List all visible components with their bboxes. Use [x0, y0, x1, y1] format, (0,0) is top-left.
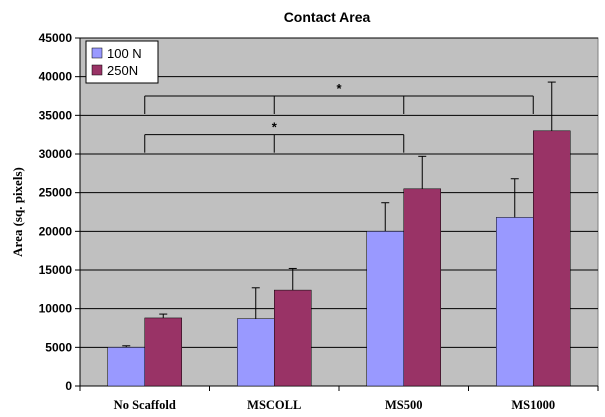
y-tick-label-2: 10000 — [39, 302, 73, 316]
y-tick-label-6: 30000 — [39, 147, 73, 161]
x-tick-label-0: No Scaffold — [114, 398, 176, 412]
y-tick-label-5: 25000 — [39, 186, 73, 200]
x-tick-label-2: MS500 — [385, 398, 423, 412]
y-tick-label-9: 45000 — [39, 31, 73, 45]
bar-1-3 — [533, 130, 571, 387]
x-tick-label-1: MSCOLL — [247, 398, 301, 412]
y-tick-label-3: 15000 — [39, 263, 73, 277]
legend-swatch-1 — [91, 64, 103, 76]
y-tick-label-0: 0 — [65, 379, 72, 393]
legend-label-1: 250N — [107, 63, 138, 78]
bar-0-1 — [237, 318, 275, 387]
significance-label-1: * — [272, 120, 278, 135]
bar-1-1 — [274, 289, 312, 387]
legend-label-0: 100 N — [107, 46, 142, 61]
y-axis-label: Area (sq. pixels) — [10, 167, 25, 257]
legend-swatch-0 — [91, 47, 103, 59]
chart-title: Contact Area — [284, 9, 371, 25]
bar-1-2 — [403, 188, 441, 387]
y-tick-label-4: 20000 — [39, 224, 73, 238]
bar-0-3 — [496, 217, 534, 387]
y-tick-label-7: 35000 — [39, 108, 73, 122]
bar-0-2 — [366, 231, 404, 387]
bar-0-0 — [107, 347, 145, 387]
x-tick-label-3: MS1000 — [511, 398, 555, 412]
y-tick-label-1: 5000 — [45, 340, 72, 354]
bar-1-0 — [144, 317, 182, 387]
y-tick-label-8: 40000 — [39, 70, 73, 84]
significance-label-0: * — [336, 81, 342, 96]
plot-area: 0 5000 10000 15000 20000 25000 30000 35000 40000… — [39, 31, 599, 412]
